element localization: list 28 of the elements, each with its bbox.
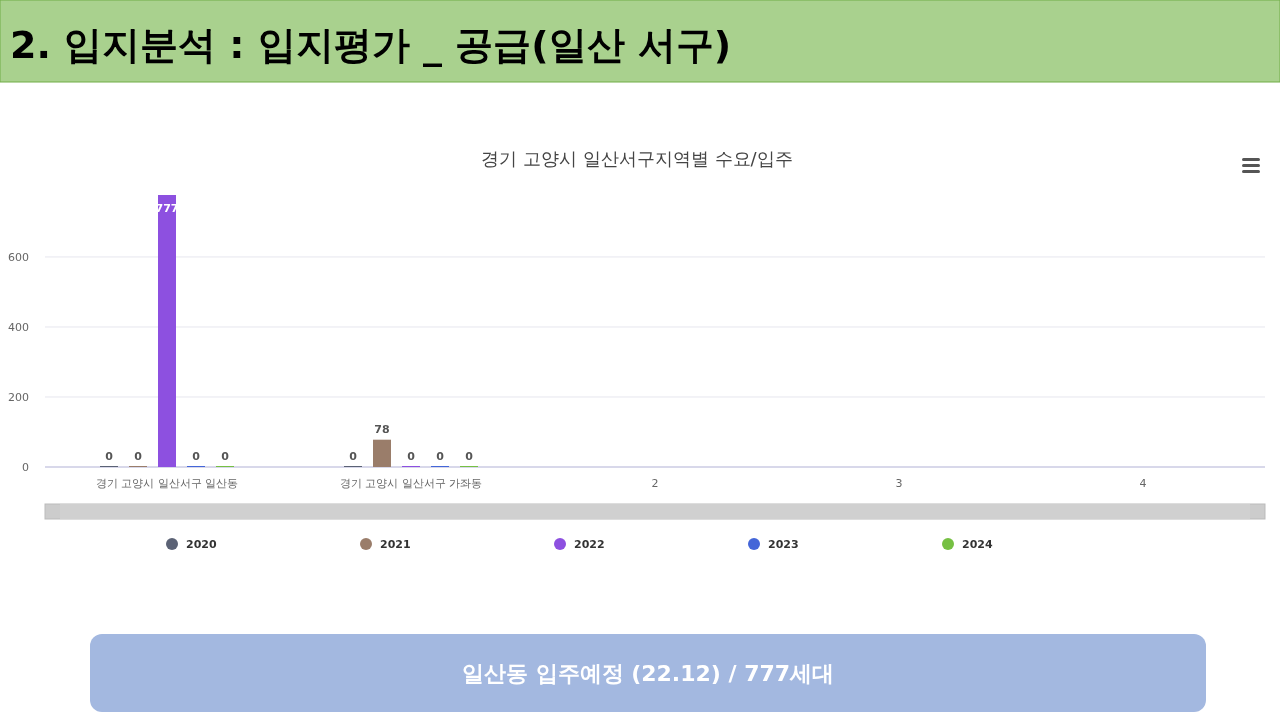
y-tick-label: 600 <box>8 250 29 264</box>
data-label: 0 <box>465 450 474 463</box>
x-tick-label: 경기 고양시 일산서구 일산동 <box>95 477 239 490</box>
legend-label: 2022 <box>574 538 605 551</box>
data-label: 0 <box>349 450 358 463</box>
data-label: 0 <box>436 450 445 463</box>
text: 일산동 입주예정 (22.12) / 777세대 <box>461 661 835 686</box>
bar <box>158 195 176 467</box>
y-tick-label: 200 <box>8 390 29 404</box>
chart-title: 2. 입지분석 : 입지평가 _ 공급(일산 서구) <box>10 23 732 67</box>
data-label: 78 <box>374 422 390 436</box>
data-label: 0 <box>221 450 230 463</box>
data-label: 0 <box>134 450 143 463</box>
chart-subtitle: 경기 고양시 일산서구지역별 수요/입주 <box>481 148 793 169</box>
y-tick-label: 400 <box>8 320 29 334</box>
legend-label: 2023 <box>768 538 799 551</box>
legend-label: 2024 <box>962 538 993 551</box>
legend-label: 2020 <box>186 538 217 551</box>
x-tick-label: 3 <box>895 477 903 490</box>
data-label: 0 <box>407 450 416 463</box>
x-tick-label: 4 <box>1139 477 1147 490</box>
data-label: 0 <box>192 450 201 463</box>
x-tick-label: 경기 고양시 일산서구 가좌동 <box>339 477 483 490</box>
legend-label: 2021 <box>380 538 411 551</box>
data-label: 0 <box>105 450 114 463</box>
x-tick-label: 2 <box>651 477 659 490</box>
bar <box>373 439 391 467</box>
y-tick-label: 0 <box>22 461 29 474</box>
